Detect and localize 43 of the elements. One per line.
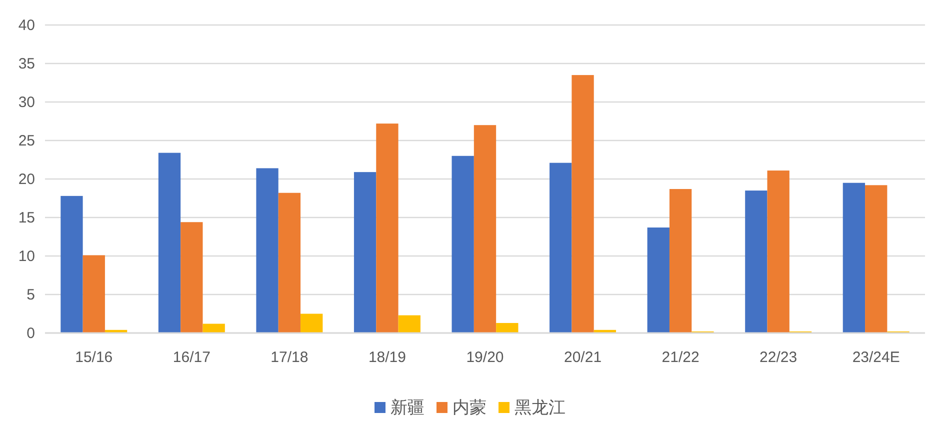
y-tick-label: 40 (18, 17, 35, 34)
y-tick-label: 35 (18, 56, 35, 72)
x-tick-label: 18/19 (368, 349, 406, 366)
bar (300, 314, 323, 333)
bar (452, 156, 474, 333)
y-tick-label: 5 (26, 286, 35, 304)
x-tick-label: 22/23 (760, 349, 798, 366)
bar (354, 172, 376, 333)
bar (496, 322, 518, 333)
y-tick-label: 15 (18, 210, 35, 226)
bar (398, 315, 420, 333)
y-tick-label: 25 (18, 132, 35, 150)
y-tick-label: 20 (18, 171, 35, 188)
x-tick-label: 23/24E (852, 349, 900, 366)
bar (82, 255, 105, 333)
bar (158, 152, 181, 333)
bar (202, 324, 225, 333)
y-tick-label: 10 (18, 248, 35, 265)
bar (669, 189, 692, 333)
bar (60, 196, 83, 333)
bar (180, 222, 203, 333)
x-tick-label: 17/18 (270, 349, 308, 366)
legend-label: 黑龙江 (514, 398, 566, 417)
bar (256, 168, 278, 333)
y-tick-label: 0 (26, 325, 35, 342)
bar (376, 124, 398, 333)
bar (572, 75, 594, 333)
bar (745, 190, 768, 333)
x-tick-label: 16/17 (172, 349, 210, 366)
bar (550, 162, 572, 333)
bar (474, 125, 496, 333)
x-tick-label: 21/22 (662, 349, 700, 366)
y-tick-label: 30 (18, 94, 35, 111)
x-tick-label: 20/21 (564, 349, 602, 366)
bar (842, 182, 866, 333)
bar (865, 185, 888, 333)
bar (647, 228, 670, 333)
x-tick-label: 19/20 (466, 349, 504, 366)
x-tick-label: 15/16 (75, 349, 113, 366)
bar (767, 170, 790, 333)
legend-label: 新疆 (390, 398, 424, 417)
bar (278, 192, 301, 333)
legend-label: 内蒙 (452, 398, 486, 417)
